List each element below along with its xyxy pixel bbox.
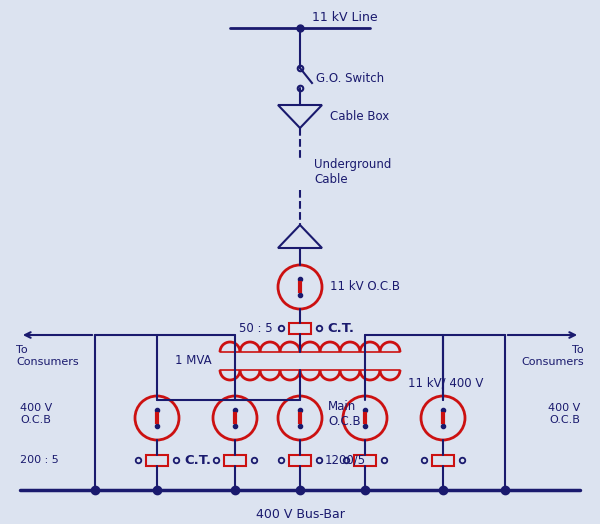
Text: C.T.: C.T. (327, 322, 354, 334)
Text: 50 : 5: 50 : 5 (239, 322, 273, 334)
Text: 400 V
O.C.B: 400 V O.C.B (20, 403, 52, 425)
Text: 200 : 5: 200 : 5 (20, 455, 59, 465)
Text: 400 V Bus-Bar: 400 V Bus-Bar (256, 508, 344, 520)
Text: 11 kV Line: 11 kV Line (312, 11, 377, 24)
Text: Underground
Cable: Underground Cable (314, 158, 391, 186)
Bar (289, 322, 311, 333)
Text: 1200/5: 1200/5 (325, 453, 366, 466)
Bar (354, 454, 376, 465)
Bar (432, 454, 454, 465)
Text: G.O. Switch: G.O. Switch (316, 71, 384, 84)
Text: To
Consumers: To Consumers (16, 345, 79, 367)
Text: To
Consumers: To Consumers (521, 345, 584, 367)
Bar (224, 454, 246, 465)
Text: 11 kV O.C.B: 11 kV O.C.B (330, 280, 400, 293)
Text: Main
O.C.B: Main O.C.B (328, 400, 361, 428)
Text: C.T.: C.T. (184, 453, 211, 466)
Text: Cable Box: Cable Box (330, 110, 389, 123)
Text: 1 MVA: 1 MVA (175, 355, 212, 367)
Text: 11 kV/ 400 V: 11 kV/ 400 V (408, 376, 484, 389)
Bar (289, 454, 311, 465)
Bar (146, 454, 168, 465)
Text: 400 V
O.C.B: 400 V O.C.B (548, 403, 580, 425)
